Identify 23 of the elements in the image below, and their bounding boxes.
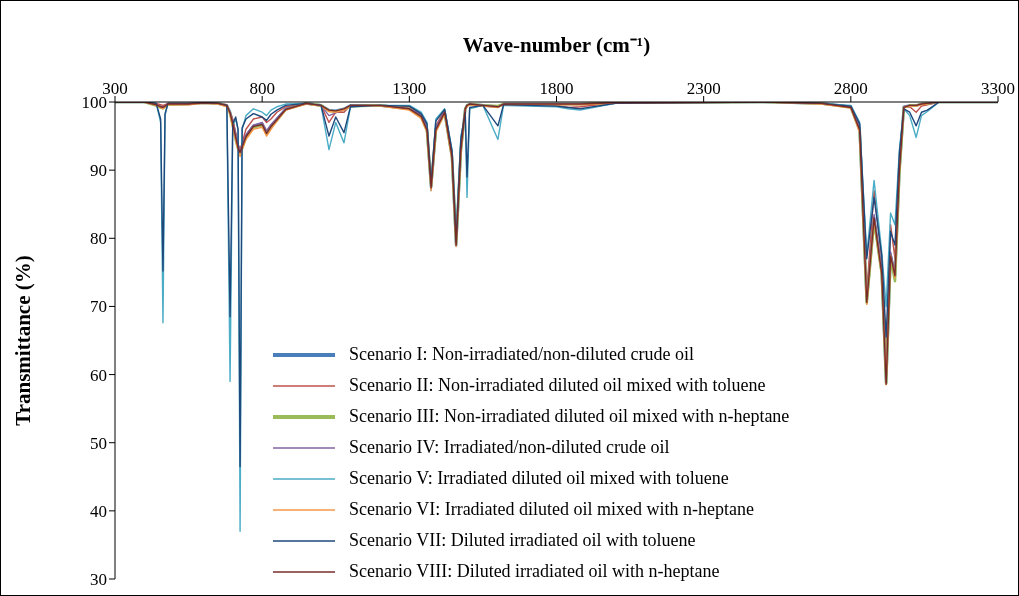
legend-label: Scenario I: Non-irradiated/non-diluted crude oil xyxy=(349,344,694,365)
legend-label: Scenario VI: Irradiated diluted oil mixed with n-heptane xyxy=(349,499,755,520)
legend-label: Scenario III: Non-irradiated diluted oil mixed with n-heptane xyxy=(349,406,790,427)
legend-label: Scenario II: Non-irradiated diluted oil mixed with toluene xyxy=(349,375,766,396)
y-tick-label: 90 xyxy=(90,161,107,181)
x-tick-label: 2800 xyxy=(833,79,868,98)
y-tick-label: 50 xyxy=(90,433,107,453)
y-tick-label: 70 xyxy=(90,297,107,317)
y-tick-label: 60 xyxy=(90,365,107,385)
x-tick-label: 1300 xyxy=(392,79,427,98)
y-tick-label: 80 xyxy=(90,229,107,249)
legend-label: Scenario VII: Diluted irradiated oil with toluene xyxy=(349,530,696,551)
x-axis-title: Wave-number (cm⁻¹) xyxy=(462,32,651,57)
legend-label: Scenario VIII: Diluted irradiated oil with n-heptane xyxy=(349,561,720,582)
x-tick-label: 2300 xyxy=(686,79,721,98)
x-tick-label: 1800 xyxy=(539,79,574,98)
legend-label: Scenario V: Irradiated diluted oil mixed with toluene xyxy=(349,468,729,489)
x-tick-label: 800 xyxy=(249,79,275,98)
y-tick-label: 30 xyxy=(90,570,107,590)
x-tick-label: 3300 xyxy=(981,79,1015,98)
y-axis-title: Transmittance (%) xyxy=(11,255,36,426)
legend-label: Scenario IV: Irradiated/non-diluted crude oil xyxy=(349,437,670,458)
y-tick-label: 40 xyxy=(90,501,107,521)
